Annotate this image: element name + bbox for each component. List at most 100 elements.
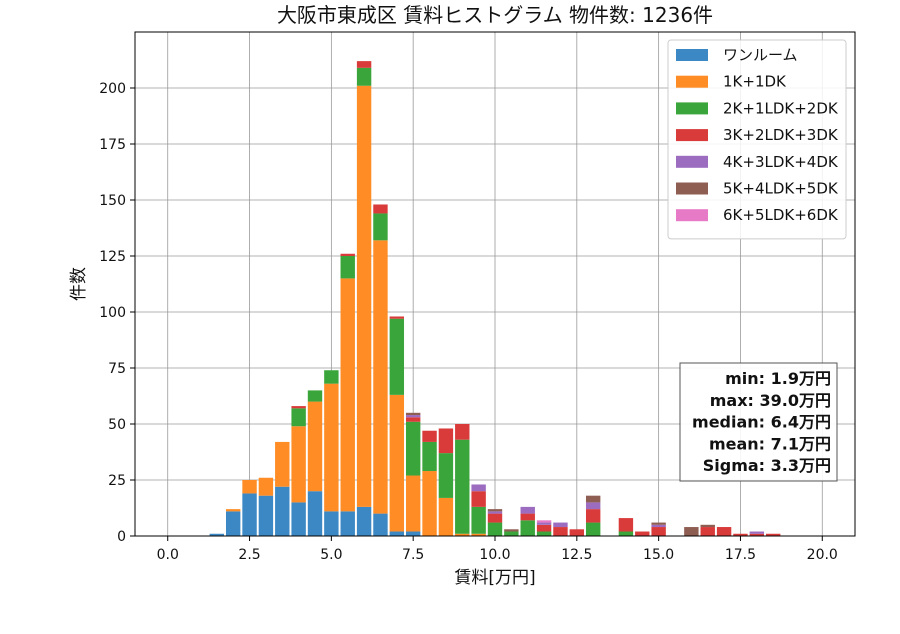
y-tick-label: 0 <box>117 529 126 545</box>
bar-segment <box>389 318 405 395</box>
bar-segment <box>455 533 470 536</box>
bar-segment <box>373 204 388 214</box>
bar-segment <box>405 421 421 476</box>
stats-line: max: 39.0万円 <box>710 391 831 410</box>
stats-box: min: 1.9万円 max: 39.0万円 median: 6.4万円 mean: … <box>679 362 838 482</box>
bar-segment <box>455 439 470 534</box>
bar-segment <box>471 506 486 534</box>
bar-segment <box>405 417 421 422</box>
bar-segment <box>405 412 421 416</box>
y-tick-label: 75 <box>108 361 126 377</box>
bar-segment <box>536 531 552 536</box>
bar-segment <box>504 529 519 532</box>
x-axis-ticks: 0.0 2.5 5.0 7.5 10.0 12.5 15.0 17.5 20.0 <box>157 536 838 563</box>
y-tick-label: 25 <box>108 473 126 489</box>
bar-segment <box>324 370 339 384</box>
bar-segment <box>242 480 257 494</box>
bar-segment <box>438 453 454 498</box>
bar-segment <box>749 533 765 536</box>
bar-segment <box>324 383 339 512</box>
legend-swatch <box>676 182 708 195</box>
legend-label: 1K+1DK <box>723 73 787 91</box>
bar-segment <box>487 509 503 512</box>
y-tick-label: 125 <box>99 249 126 265</box>
bar-segment <box>225 509 241 512</box>
legend-swatch <box>676 102 708 115</box>
legend: ワンルーム 1K+1DK 2K+1LDK+2DK 3K+2LDK+3DK 4K+3LDK… <box>667 39 847 240</box>
bar-segment <box>733 533 748 536</box>
bar-segment <box>258 495 274 536</box>
bar-segment <box>340 278 355 512</box>
bar-segment <box>340 511 355 536</box>
x-tick-label: 5.0 <box>320 547 342 563</box>
y-axis-ticks: 0 25 50 75 100 125 150 175 200 <box>99 81 135 545</box>
x-tick-label: 10.0 <box>479 547 510 563</box>
legend-swatch <box>676 209 708 222</box>
legend-label: 4K+3LDK+4DK <box>723 153 839 171</box>
stats-line: Sigma: 3.3万円 <box>703 456 831 475</box>
legend-frame <box>667 39 847 240</box>
legend-label: 2K+1LDK+2DK <box>723 99 839 117</box>
bar-segment <box>291 406 306 409</box>
bar-segment <box>258 477 274 496</box>
bar-segment <box>716 527 732 536</box>
bar-segment <box>536 524 552 532</box>
bar-segment <box>553 522 568 528</box>
bar-segment <box>275 441 290 487</box>
bar-segment <box>487 522 503 536</box>
y-tick-label: 150 <box>99 193 126 209</box>
bar-segment <box>700 524 715 528</box>
bar-segment <box>536 520 552 523</box>
bar-segment <box>422 430 437 442</box>
y-tick-label: 50 <box>108 417 126 433</box>
bar-segment <box>422 441 437 472</box>
legend-label: 5K+4LDK+5DK <box>723 180 839 198</box>
bar-segment <box>651 527 666 536</box>
bar-segment <box>307 390 323 402</box>
y-tick-label: 175 <box>99 137 126 153</box>
stats-box-frame <box>679 362 838 482</box>
bar-segment <box>291 426 306 503</box>
bar-segment <box>422 471 437 536</box>
bar-segment <box>520 520 535 536</box>
bar-segment <box>225 511 241 536</box>
bar-segment <box>520 506 535 514</box>
bar-segment <box>487 513 503 523</box>
bar-segment <box>585 502 601 510</box>
bar-segment <box>340 256 355 279</box>
bar-segment <box>356 61 372 68</box>
bar-segment <box>684 527 699 536</box>
legend-label: 6K+5LDK+6DK <box>723 206 839 224</box>
bar-segment <box>471 533 486 536</box>
bar-segment <box>389 394 405 532</box>
y-tick-label: 200 <box>99 81 126 97</box>
x-tick-label: 12.5 <box>561 547 592 563</box>
bar-segment <box>373 240 388 514</box>
x-tick-label: 2.5 <box>238 547 260 563</box>
bar-segment <box>356 506 372 536</box>
legend-swatch <box>676 155 708 168</box>
bar-segment <box>307 491 323 536</box>
stats-line: mean: 7.1万円 <box>709 434 831 453</box>
bar-segment <box>356 67 372 86</box>
stats-line: min: 1.9万円 <box>725 369 831 388</box>
chart-title: 大阪市東成区 賃料ヒストグラム 物件数: 1236件 <box>277 3 713 27</box>
x-tick-label: 20.0 <box>807 547 838 563</box>
x-tick-label: 0.0 <box>157 547 179 563</box>
bar-segment <box>405 475 421 532</box>
bar-segment <box>700 527 715 536</box>
bar-segment <box>242 493 257 536</box>
bar-segment <box>324 511 339 536</box>
bar-segment <box>618 531 634 536</box>
bar-segment <box>635 531 650 536</box>
bar-segment <box>389 316 405 319</box>
y-tick-label: 100 <box>99 305 126 321</box>
bar-segment <box>471 484 486 492</box>
bar-segment <box>373 513 388 536</box>
bar-segment <box>405 531 421 536</box>
bar-segment <box>291 408 306 427</box>
bar-segment <box>291 502 306 536</box>
bar-segment <box>373 213 388 241</box>
